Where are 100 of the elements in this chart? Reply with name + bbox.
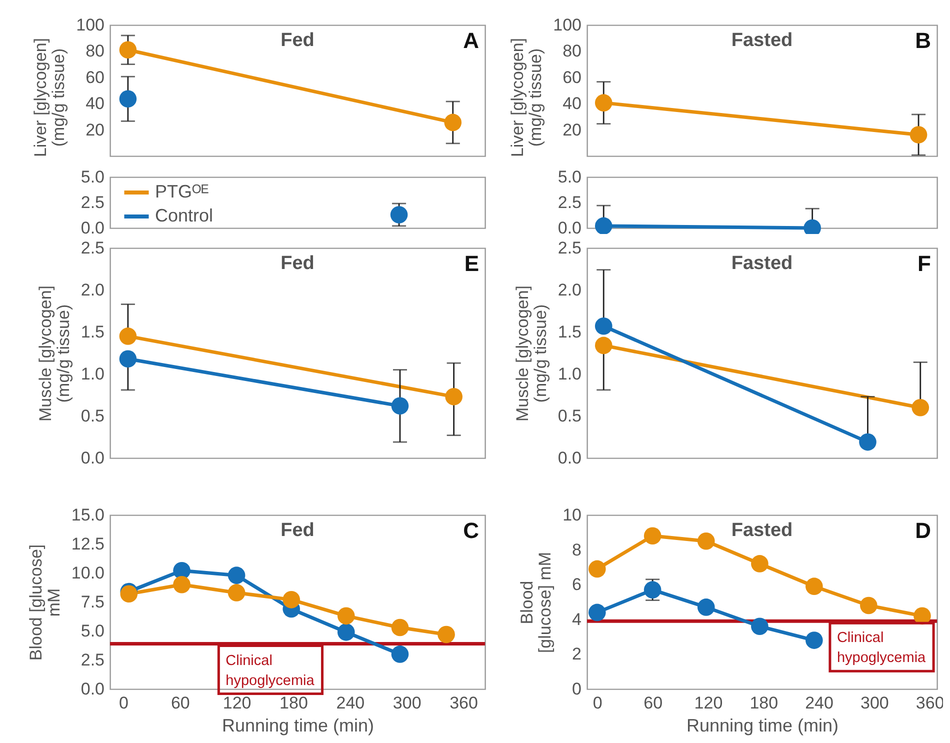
y-tick-label: 1.0	[558, 364, 582, 384]
annotation: B	[915, 28, 931, 53]
y-tick-label: 100	[553, 16, 582, 34]
point	[644, 527, 662, 545]
chart-title: Fasted	[731, 30, 793, 51]
point	[860, 596, 878, 614]
point	[594, 336, 612, 354]
y-tick-label: 2.5	[558, 238, 582, 258]
y-tick-label: 80	[562, 42, 582, 61]
y-tick-label: 0.5	[80, 406, 104, 426]
x-tick-label: 300	[392, 694, 422, 712]
x-tick-label: 0	[118, 694, 128, 712]
point	[282, 591, 300, 608]
x-tick-label: 120	[694, 694, 723, 712]
y-tick-label: 5.0	[558, 168, 582, 186]
chart-title: Fed	[280, 30, 314, 51]
y-tick-label: 8	[572, 540, 582, 560]
y-tick-label: 6	[572, 575, 582, 594]
point	[588, 604, 606, 622]
legend-label: PTGᴼᴱ	[155, 182, 210, 202]
y-tick-label: 2.0	[558, 280, 582, 300]
annotation: F	[918, 251, 931, 276]
point	[914, 607, 931, 625]
y-tick-label: 2.5	[80, 193, 104, 212]
x-tick-label: 60	[644, 694, 663, 712]
y-tick-label: 40	[86, 94, 104, 114]
x-tick-label: 240	[336, 694, 365, 712]
x-tick-label: 0	[592, 694, 602, 712]
y-tick-label: 60	[562, 68, 582, 87]
y-tick-label: 4	[572, 610, 582, 629]
point	[228, 584, 246, 602]
annotation: A	[463, 28, 480, 53]
y-tick-label: 60	[86, 68, 104, 87]
chart-title: Fasted	[731, 520, 793, 541]
y-axis-title: Muscle [glycogen] (mg/g tissue)	[512, 285, 550, 422]
point	[391, 397, 409, 415]
y-tick-label: 10.0	[71, 564, 104, 582]
annotation: E	[464, 251, 479, 276]
point	[391, 646, 409, 663]
point	[119, 350, 137, 368]
point	[697, 532, 715, 550]
point	[806, 578, 823, 595]
chart-title: Fed	[280, 520, 314, 541]
point	[391, 618, 409, 636]
y-tick-label: 5.0	[80, 168, 104, 186]
point	[697, 598, 715, 616]
chart-title: Fasted	[731, 253, 793, 274]
y-tick-label: 20	[562, 120, 582, 140]
x-tick-label: 240	[805, 694, 834, 712]
point	[445, 388, 462, 406]
point	[228, 566, 246, 584]
y-tick-label: 40	[562, 94, 582, 114]
y-axis-title: Liver [glycogen] (mg/g tissue)	[508, 38, 546, 158]
y-tick-label: 10	[562, 506, 582, 524]
x-tick-label: 300	[860, 694, 889, 712]
y-tick-label: 5.0	[80, 622, 104, 640]
point	[438, 626, 455, 644]
y-tick-label: 15.0	[71, 506, 104, 524]
y-axis-title: Muscle [glycogen] (mg/g tissue)	[36, 285, 73, 422]
y-tick-label: 2.5	[80, 650, 104, 670]
y-tick-label: 7.5	[80, 592, 104, 612]
y-axis-title: Blood [glucose] mM	[26, 544, 64, 661]
x-tick-label: 360	[450, 694, 478, 712]
point	[751, 618, 768, 636]
annotation: Clinical hypoglycemia	[226, 652, 316, 689]
annotation: Clinical hypoglycemia	[836, 630, 927, 666]
point	[588, 560, 606, 578]
x-axis-title: Running time (min)	[222, 716, 374, 736]
y-tick-label: 1.0	[80, 364, 104, 384]
y-tick-label: 2.5	[80, 238, 104, 258]
y-axis-title: Blood [glucose] mM	[518, 552, 555, 654]
y-tick-label: 2	[572, 644, 582, 664]
y-tick-label: 1.5	[558, 322, 582, 342]
point	[806, 632, 823, 649]
y-tick-label: 0.0	[80, 680, 104, 698]
point	[119, 90, 137, 108]
y-tick-label: 0.0	[558, 448, 582, 468]
legend-label: Control	[155, 206, 214, 226]
y-tick-label: 2.5	[558, 193, 582, 212]
x-axis-title: Running time (min)	[686, 716, 839, 736]
x-tick-label: 60	[170, 694, 190, 712]
x-tick-label: 120	[222, 694, 252, 712]
y-tick-label: 0	[572, 680, 582, 698]
y-tick-label: 0.5	[558, 406, 582, 426]
chart-title: Fed	[280, 253, 314, 274]
y-axis-title: Liver [glycogen] (mg/g tissue)	[31, 38, 68, 158]
point	[337, 624, 355, 641]
y-tick-label: 80	[86, 42, 104, 61]
x-tick-label: 180	[280, 694, 308, 712]
y-tick-label: 100	[76, 16, 104, 34]
x-tick-label: 180	[750, 694, 778, 712]
point	[119, 41, 137, 59]
annotation: C	[463, 518, 480, 543]
point	[594, 317, 612, 335]
y-tick-label: 1.5	[80, 322, 104, 342]
point	[119, 328, 137, 345]
y-tick-label: 2.0	[80, 280, 104, 300]
y-tick-label: 20	[86, 120, 104, 140]
point	[337, 607, 355, 625]
point	[751, 555, 768, 572]
